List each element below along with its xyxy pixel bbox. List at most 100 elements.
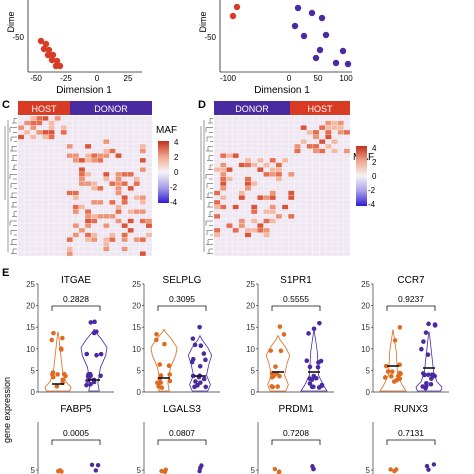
heatmap-cell	[306, 171, 314, 177]
heatmap-cell	[115, 227, 122, 233]
heatmap-cell	[250, 120, 258, 126]
heatmap-cell	[318, 153, 326, 159]
heatmap-cell	[269, 129, 276, 135]
heatmap-cell	[72, 199, 80, 205]
heatmap-cell	[30, 162, 37, 168]
donor-point	[84, 382, 89, 388]
heatmap-cell	[17, 227, 25, 233]
heatmap-cell	[238, 232, 246, 238]
heatmap-cell	[127, 134, 134, 140]
heatmap-cell	[17, 209, 25, 215]
heatmap-cell	[306, 251, 314, 257]
heatmap-cell-high	[90, 213, 98, 219]
heatmap-cell	[97, 232, 104, 238]
host-point	[389, 369, 395, 374]
heatmap-cell	[23, 190, 31, 196]
heatmap-cell	[269, 125, 276, 131]
heatmap-cell-high	[17, 134, 25, 140]
heatmap-cell	[36, 167, 43, 173]
heatmap-cell	[318, 185, 326, 191]
heatmap-cell	[213, 246, 221, 252]
heatmap-cell	[318, 115, 326, 121]
heatmap-cell	[220, 237, 227, 243]
heatmap-cell	[220, 190, 227, 196]
heatmap-cell	[84, 204, 92, 210]
panel-d-letter: D	[198, 99, 206, 111]
heatmap-cell	[72, 129, 80, 135]
heatmap-cell	[250, 237, 258, 243]
heatmap-cell	[232, 162, 239, 168]
heatmap-cell	[281, 139, 289, 145]
heatmap-cell-high	[97, 199, 104, 205]
heatmap-cell-high	[232, 227, 239, 233]
panel-b-donor-point	[339, 47, 347, 55]
heatmap-cell	[300, 148, 307, 154]
heatmap-cell	[331, 143, 338, 149]
heatmap-cell	[97, 134, 104, 140]
heatmap-cell	[109, 120, 116, 126]
heatmap-cell	[36, 199, 43, 205]
heatmap-cell	[250, 223, 258, 229]
heatmap-cell	[103, 115, 110, 121]
host-point	[59, 469, 64, 474]
heatmap-cell-high	[30, 115, 37, 121]
heatmap-cell	[250, 167, 258, 173]
heatmap-cell	[90, 241, 98, 247]
donor-point	[94, 329, 99, 334]
heatmap-cell	[145, 209, 153, 215]
heatmap-cell	[244, 171, 252, 177]
heatmap-cell	[312, 237, 320, 243]
heatmap-cell	[66, 157, 73, 163]
heatmap-cell	[90, 227, 98, 233]
heatmap-cell	[244, 129, 252, 135]
heatmap-cell	[312, 213, 320, 219]
heatmap-cell	[78, 213, 86, 219]
host-point	[268, 348, 274, 353]
heatmap-cell	[60, 213, 67, 219]
heatmap-cell	[17, 185, 25, 191]
heatmap-cell	[306, 227, 314, 233]
heatmap-cell-high	[145, 218, 153, 224]
heatmap-cell	[263, 148, 270, 154]
colorbar-tick: -4	[368, 200, 376, 209]
heatmap-cell-high	[220, 167, 227, 173]
heatmap-cell	[318, 199, 326, 205]
heatmap-cell	[343, 246, 351, 252]
donor-point	[95, 462, 101, 468]
heatmap-cell-high	[312, 143, 320, 149]
heatmap-cell-high	[250, 227, 258, 233]
heatmap-cell	[331, 241, 338, 247]
heatmap-cell	[17, 204, 25, 210]
heatmap-cell	[17, 213, 25, 219]
heatmap-cell	[325, 218, 332, 224]
heatmap-cell	[238, 125, 246, 131]
heatmap-cell-high	[127, 227, 134, 233]
heatmap-cell	[306, 190, 314, 196]
heatmap-cell-high	[331, 139, 338, 145]
heatmap-cell	[275, 241, 283, 247]
heatmap-cell	[300, 167, 307, 173]
heatmap-cell	[244, 223, 252, 229]
heatmap-cell	[60, 237, 67, 243]
heatmap-cell	[54, 204, 61, 210]
host-point	[163, 467, 168, 472]
heatmap-cell	[139, 153, 147, 159]
heatmap-cell	[281, 167, 289, 173]
heatmap-cell	[257, 129, 264, 135]
heatmap-cell	[263, 115, 270, 121]
heatmap-cell	[48, 115, 55, 121]
heatmap-cell	[288, 134, 295, 140]
heatmap-cell	[294, 195, 301, 201]
heatmap-cell	[331, 199, 338, 205]
heatmap-cell	[263, 157, 270, 163]
heatmap-cell	[250, 232, 258, 238]
heatmap-cell	[300, 153, 307, 159]
heatmap-cell	[139, 125, 147, 131]
heatmap-cell	[238, 241, 246, 247]
heatmap-cell-high	[238, 190, 246, 196]
panel-b-x-tick: 100	[339, 74, 353, 83]
heatmap-cell	[232, 148, 239, 154]
host-point	[277, 373, 282, 379]
heatmap-cell	[263, 167, 270, 173]
heatmap-cell	[103, 195, 110, 201]
